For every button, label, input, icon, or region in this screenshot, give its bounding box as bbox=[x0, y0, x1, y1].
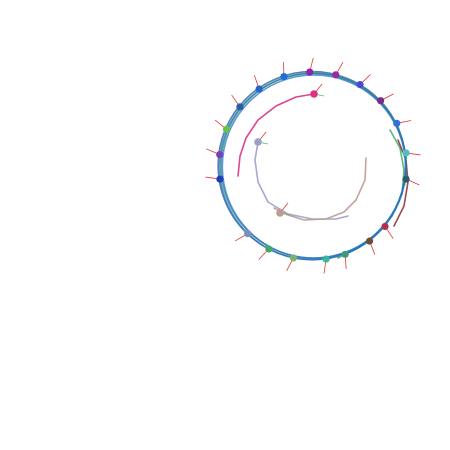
ring-particle bbox=[393, 119, 401, 127]
ring-particle bbox=[365, 237, 374, 245]
ring-particle bbox=[402, 175, 410, 183]
trails-layer bbox=[237, 93, 409, 259]
ring-particle bbox=[222, 125, 231, 133]
ring-particle bbox=[377, 97, 385, 105]
ring-particle bbox=[280, 73, 288, 81]
inner-particle bbox=[276, 209, 284, 217]
inner-particle bbox=[254, 138, 262, 146]
ring-particle bbox=[306, 68, 314, 76]
ring-particle bbox=[289, 254, 298, 262]
ring-particle bbox=[332, 71, 340, 79]
orbit-ring-stroke bbox=[221, 74, 407, 260]
trail-lavender-inner-arc bbox=[254, 141, 349, 220]
ring-particle bbox=[216, 150, 224, 159]
trail-tan-inner-arc bbox=[273, 157, 367, 221]
ring-particle bbox=[341, 250, 349, 258]
ring-particle bbox=[255, 85, 263, 93]
ring-particle bbox=[265, 245, 273, 253]
ring-particle bbox=[356, 80, 364, 89]
ring-particle bbox=[402, 149, 410, 157]
velocity-ticks-layer bbox=[205, 57, 421, 274]
ring-particle bbox=[381, 222, 389, 231]
ring-particle bbox=[216, 175, 224, 183]
ring-particle bbox=[236, 103, 244, 111]
particles-layer bbox=[216, 68, 410, 263]
ring-particle bbox=[244, 230, 252, 238]
inner-particle bbox=[310, 90, 318, 98]
ring-particle bbox=[322, 255, 330, 263]
trail-magenta-inner-arc bbox=[237, 93, 315, 177]
